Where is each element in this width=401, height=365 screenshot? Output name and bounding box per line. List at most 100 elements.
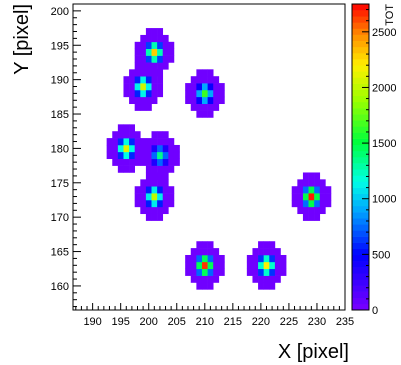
heatmap-cell (129, 89, 135, 98)
colorbar-segment (352, 285, 369, 292)
x-tick-label: 220 (252, 316, 270, 328)
heatmap-cell (218, 254, 225, 263)
heatmap-cell (196, 254, 203, 263)
heatmap-cell (207, 275, 214, 283)
colorbar-segment (352, 34, 369, 42)
heatmap-cell (207, 268, 214, 276)
heatmap-cell (196, 275, 203, 283)
heatmap-cell (274, 254, 281, 263)
heatmap-cell (145, 83, 152, 91)
heatmap-cell (123, 158, 130, 166)
heatmap-cell (196, 261, 203, 270)
heatmap-cell (314, 199, 321, 208)
heatmap-cell (112, 151, 119, 160)
heatmap-cell (201, 275, 208, 283)
heatmap-cell (157, 28, 164, 36)
heatmap-cell (140, 55, 147, 63)
heatmap-cell (252, 268, 259, 276)
heatmap-cell (190, 96, 197, 105)
colorbar-segment (352, 89, 369, 97)
colorbar-segment (352, 46, 369, 54)
heatmap-cell (157, 41, 164, 49)
colorbar-segment (352, 138, 369, 146)
heatmap-cell (196, 69, 203, 77)
heatmap-cell (162, 165, 169, 173)
heatmap-cell (263, 241, 270, 249)
heatmap-cell (129, 165, 135, 173)
heatmap-cell (314, 213, 321, 221)
heatmap-cell (151, 186, 158, 194)
heatmap-cell (246, 268, 253, 276)
heatmap-cell (263, 261, 270, 270)
heatmap-cell (134, 76, 141, 84)
heatmap-cell (134, 199, 141, 208)
colorbar-segment (352, 218, 369, 225)
heatmap-cell (123, 89, 130, 98)
heatmap-cell (201, 103, 208, 111)
heatmap-cell (201, 282, 208, 290)
heatmap-cell (297, 193, 304, 201)
heatmap-cell (151, 55, 158, 63)
heatmap-cell (145, 193, 152, 201)
heatmap-cell (213, 275, 220, 283)
y-tick-label: 195 (51, 40, 69, 52)
heatmap-cell (134, 186, 141, 194)
heatmap-cell (112, 131, 119, 139)
heatmap-cell (269, 268, 276, 276)
heatmap-cell (151, 179, 158, 187)
heatmap-cell (162, 34, 169, 43)
heatmap-cell (151, 151, 158, 160)
heatmap-cell (280, 261, 287, 270)
heatmap-cell (145, 28, 152, 36)
y-tick-label: 160 (51, 281, 69, 293)
heatmap-cell (162, 138, 169, 146)
heatmap-cell (140, 138, 147, 146)
heatmap-cell (117, 151, 124, 160)
heatmap-cell (274, 248, 281, 256)
colorbar-segment (352, 181, 369, 188)
heatmap-cell (173, 144, 180, 153)
heatmap-cell (263, 248, 270, 256)
heatmap-cell (314, 179, 321, 187)
heatmap-cell (151, 76, 158, 84)
heatmap-cell (106, 144, 113, 153)
heatmap-cell (151, 69, 158, 77)
heatmap-cell (117, 144, 124, 153)
heatmap-cell (123, 144, 130, 153)
heatmap-cell (134, 193, 141, 201)
heatmap-cell (140, 144, 147, 153)
heatmap-cell (145, 206, 152, 215)
heatmap-cell (129, 144, 135, 153)
heatmap-cell (269, 254, 276, 263)
heatmap-cell (213, 248, 220, 256)
heatmap-cell (129, 69, 135, 77)
colorbar-title: TOT (384, 4, 396, 26)
x-tick-label: 210 (196, 316, 214, 328)
heatmap-cell (140, 41, 147, 49)
heatmap-cell (218, 96, 225, 105)
heatmap-cell (319, 199, 326, 208)
heatmap-cell (145, 138, 152, 146)
heatmap-cell (129, 124, 135, 132)
y-tick-label: 200 (51, 6, 69, 18)
heatmap-cell (112, 144, 119, 153)
heatmap-cell (168, 186, 175, 194)
heatmap-cell (207, 248, 214, 256)
heatmap-cell (145, 213, 152, 221)
heatmap-cell (145, 62, 152, 70)
heatmap-cell (213, 76, 220, 84)
heatmap-cell (129, 76, 135, 84)
heatmap-cell (213, 254, 220, 263)
heatmap-cell (145, 48, 152, 56)
heatmap-cell (258, 275, 264, 283)
heatmap-cell (140, 83, 147, 91)
heatmap-cell (325, 199, 332, 208)
colorbar-tick-label: 2500 (372, 27, 396, 39)
heatmap-cell (151, 172, 158, 180)
heatmap-cell (302, 186, 309, 194)
colorbar-segment (352, 144, 369, 152)
heatmap-cell (162, 186, 169, 194)
colorbar-segment (352, 242, 369, 250)
heatmap-cell (134, 103, 141, 111)
heatmap-cell (162, 48, 169, 56)
